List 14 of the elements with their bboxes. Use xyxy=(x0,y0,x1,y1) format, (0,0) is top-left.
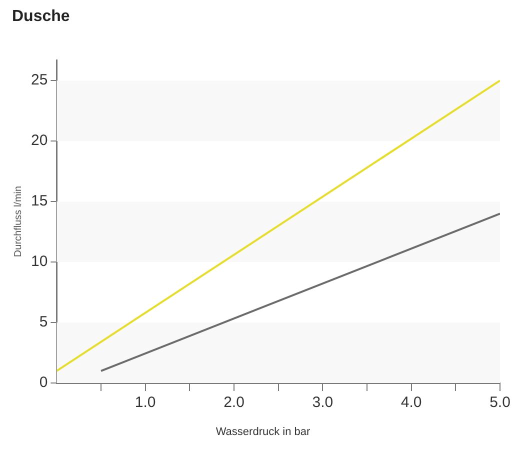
y-tick-label: 5 xyxy=(39,314,48,331)
y-tick-label: 15 xyxy=(30,192,48,210)
y-tick-label: 20 xyxy=(30,132,48,150)
y-tick-label: 10 xyxy=(30,253,48,270)
x-tick-label: 2.0 xyxy=(224,394,244,412)
y-tick-label: 0 xyxy=(39,374,48,392)
x-tick-label: 5.0 xyxy=(490,394,510,412)
x-tick-label: 1.0 xyxy=(134,394,156,412)
x-tick-label: 3.0 xyxy=(312,394,334,412)
y-tick-label: 25 xyxy=(30,72,48,89)
y-axis-title: Durchfluss l/min xyxy=(12,186,24,258)
chart-title: Dusche xyxy=(12,8,70,26)
x-axis-title: Wasserdruck in bar xyxy=(214,426,312,438)
x-tick-label: 4.0 xyxy=(400,394,422,412)
